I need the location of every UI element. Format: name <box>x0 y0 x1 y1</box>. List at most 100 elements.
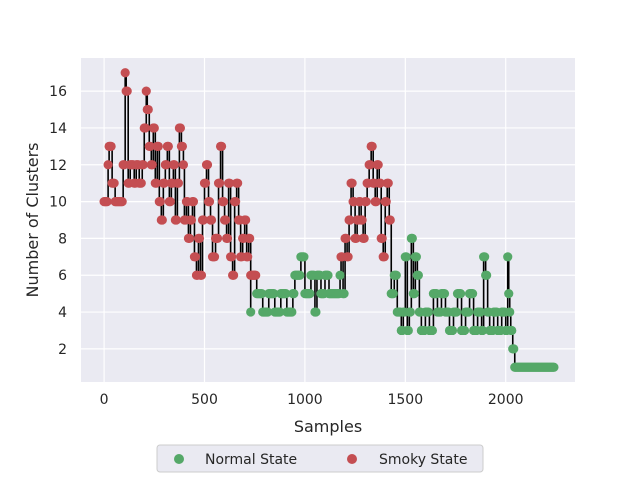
normal-state-point <box>246 307 256 317</box>
smoky-state-point <box>341 233 351 244</box>
x-tick-label: 1500 <box>387 392 423 408</box>
legend-box <box>156 444 484 473</box>
smoky-state-point <box>365 160 375 170</box>
smoky-state-point <box>165 196 175 207</box>
normal-state-point <box>463 307 474 317</box>
normal-state-point <box>447 325 458 336</box>
normal-state-point <box>507 325 517 336</box>
legend: Normal State Smoky State <box>156 444 484 473</box>
smoky-state-point <box>381 196 391 207</box>
normal-state-point <box>476 307 486 317</box>
y-tick-label: 10 <box>49 195 67 211</box>
smoky-state-point <box>212 233 223 244</box>
smoky-state-point <box>375 178 385 188</box>
smoky-state-point <box>147 160 157 170</box>
smoky-state-point <box>178 160 189 170</box>
normal-state-point <box>339 289 349 299</box>
normal-state-point <box>289 289 299 299</box>
smoky-state-point <box>241 215 251 225</box>
normal-state-point <box>439 289 450 299</box>
smoky-state-point <box>103 160 113 170</box>
smoky-state-point <box>194 233 205 244</box>
y-axis-label: Number of Clusters <box>23 143 42 298</box>
normal-state-point <box>549 362 559 372</box>
x-axis-label: Samples <box>294 417 362 436</box>
smoky-state-point <box>233 178 243 188</box>
smoky-state-point <box>106 141 116 151</box>
normal-state-point <box>503 252 513 262</box>
normal-state-point <box>505 307 515 317</box>
smoky-state-point <box>136 178 146 188</box>
x-axis-ticks: 0 500 1000 1500 2000 <box>100 392 524 408</box>
smoky-state-point <box>245 233 255 244</box>
smoky-state-point <box>351 233 361 244</box>
smoky-state-point <box>383 178 393 188</box>
normal-state-point <box>504 289 514 299</box>
smoky-state-point <box>151 178 161 188</box>
smoky-state-point <box>159 178 169 188</box>
y-tick-label: 4 <box>58 305 67 321</box>
smoky-state-point <box>204 196 215 207</box>
smoky-state-point <box>243 252 253 262</box>
x-tick-label: 0 <box>100 392 109 408</box>
normal-state-point <box>295 270 305 280</box>
smoky-state-point <box>153 141 163 151</box>
legend-marker-normal <box>174 454 184 464</box>
smoky-state-point <box>157 215 167 225</box>
normal-state-point <box>413 270 423 280</box>
x-tick-label: 500 <box>191 392 218 408</box>
smoky-state-point <box>229 270 239 280</box>
smoky-state-point <box>222 233 233 244</box>
smoky-state-point <box>373 160 383 170</box>
y-tick-label: 12 <box>49 158 67 174</box>
smoky-state-point <box>120 68 130 78</box>
normal-state-point <box>388 289 398 299</box>
legend-label-normal: Normal State <box>205 452 297 468</box>
smoky-state-point <box>122 86 132 96</box>
normal-state-point <box>427 325 438 336</box>
smoky-state-point <box>186 215 197 225</box>
smoky-state-point <box>225 178 235 188</box>
smoky-state-point <box>343 252 353 262</box>
smoky-state-point <box>143 104 153 115</box>
normal-state-point <box>299 252 309 262</box>
smoky-state-point <box>109 178 119 188</box>
normal-state-point <box>401 252 411 262</box>
smoky-state-point <box>251 270 261 280</box>
smoky-state-point <box>357 215 367 225</box>
normal-state-point <box>482 270 492 280</box>
smoky-state-point <box>177 141 188 151</box>
normal-state-point <box>305 289 315 299</box>
smoky-state-point <box>200 178 211 188</box>
normal-state-point <box>409 289 419 299</box>
normal-state-point <box>257 289 267 299</box>
normal-state-point <box>391 270 401 280</box>
smoky-state-point <box>196 270 207 280</box>
normal-state-point <box>281 289 291 299</box>
smoky-state-point <box>385 215 395 225</box>
normal-state-point <box>451 307 462 317</box>
smoky-state-point <box>361 196 371 207</box>
smoky-state-point <box>155 196 165 207</box>
normal-state-point <box>335 270 345 280</box>
smoky-state-point <box>206 215 217 225</box>
normal-state-point <box>263 307 273 317</box>
x-tick-label: 1000 <box>287 392 323 408</box>
smoky-state-point <box>347 178 357 188</box>
y-tick-label: 2 <box>58 342 67 358</box>
smoky-state-point <box>218 196 229 207</box>
normal-state-point <box>411 252 421 262</box>
smoky-state-point <box>227 252 237 262</box>
smoky-state-point <box>141 86 151 96</box>
smoky-state-point <box>175 123 186 133</box>
normal-state-point <box>480 252 490 262</box>
normal-state-point <box>509 344 519 354</box>
smoky-state-point <box>379 252 389 262</box>
smoky-state-point <box>117 196 127 207</box>
smoky-state-point <box>138 160 148 170</box>
y-tick-label: 6 <box>58 268 67 284</box>
smoky-state-point <box>198 215 209 225</box>
smoky-state-point <box>188 196 199 207</box>
smoky-state-point <box>169 160 179 170</box>
